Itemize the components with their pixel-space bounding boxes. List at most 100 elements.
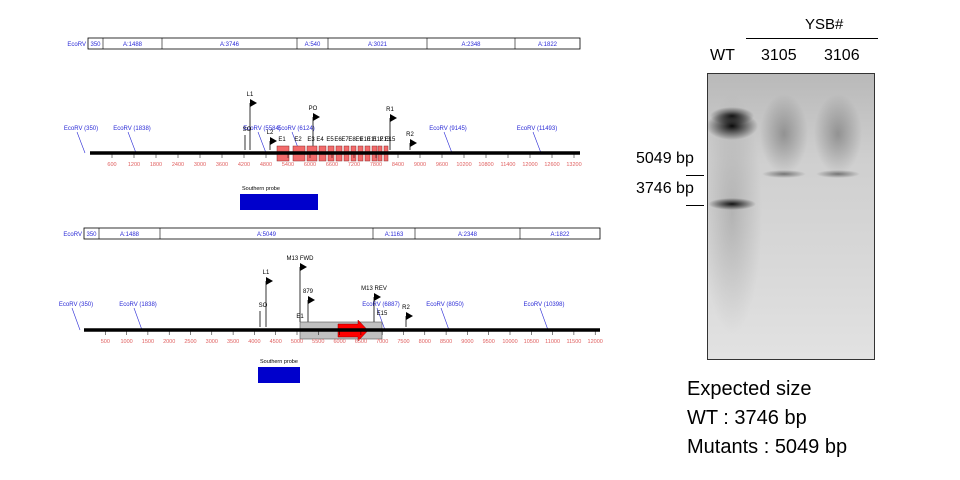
mut-tick-label: 3000 (206, 339, 218, 345)
wt-tick-label: 7200 (348, 162, 360, 168)
wt-tick-label: 600 (107, 162, 116, 168)
wt-primer-r1-arrow (390, 114, 397, 122)
mut-primer-m13fwd-label: M13 FWD (287, 256, 315, 262)
mut-restriction-cell: A:5049 (257, 232, 277, 238)
mut-tick-label: 11000 (545, 339, 560, 345)
mut-primer-879-label: 879 (303, 289, 314, 295)
mut-site-leader (133, 307, 143, 331)
mut-tick-label: 10500 (524, 339, 539, 345)
mut-tick-label: 10000 (502, 339, 517, 345)
wt-primer-r2-arrow (410, 139, 417, 147)
mut-site-label: EcoRV (350) (59, 302, 93, 308)
wt-probe-label: Southern probe (242, 186, 280, 192)
wt-site-leader (76, 131, 86, 154)
wt-restriction-cell: A:2348 (461, 42, 481, 48)
marker-label-3746: 3746 bp (636, 180, 694, 197)
mut-restriction-cell: 350 (86, 232, 97, 238)
mut-southern-probe (258, 367, 300, 383)
lane-label-wt: WT (710, 47, 735, 64)
wt-tick-label: 3000 (194, 162, 206, 168)
mut-tick-label: 500 (101, 339, 110, 345)
wt-primer-r1-label: R1 (386, 107, 394, 113)
marker-label-5049: 5049 bp (636, 150, 694, 167)
wt-exon-label: E4 (316, 137, 324, 143)
wt-exon-label: E2 (294, 137, 302, 143)
wt-site-leader (127, 131, 137, 154)
lane-label-3105: 3105 (761, 47, 797, 64)
mut-primer-m13fwd-arrow (300, 263, 307, 271)
wt-tick-label: 7800 (370, 162, 382, 168)
mut-tick-label: 6500 (355, 339, 367, 345)
wt-tick-label: 9600 (436, 162, 448, 168)
wt-tick-label: 10200 (456, 162, 471, 168)
wt-site-label: EcoRV (11493) (517, 126, 557, 132)
mut-primer-r2-label: R2 (402, 305, 410, 311)
mut-restriction-first: EcoRV (63, 232, 82, 238)
wt-tick-label: 3600 (216, 162, 228, 168)
wt-tick-label: 6600 (326, 162, 338, 168)
mut-tick-label: 9500 (483, 339, 495, 345)
mut-tick-label: 7500 (397, 339, 409, 345)
wt-restriction-cell: A:1488 (123, 42, 143, 48)
mut-site-label: EcoRV (10398) (524, 302, 565, 308)
wt-restriction-cell: 350 (90, 42, 101, 48)
wt-tick-label: 9000 (414, 162, 426, 168)
wt-primer-l2-arrow (270, 137, 277, 145)
wt-site-label: EcoRV (5584) (243, 126, 281, 132)
mut-exon-label: E1 (296, 314, 304, 320)
wt-site-label: EcoRV (9145) (429, 126, 467, 132)
mut-restriction-cell: A:1163 (385, 232, 404, 238)
wt-exon-label: E7 (341, 137, 349, 143)
wt-exon-label: E13 (380, 137, 391, 143)
wt-exon-label: E6 (334, 137, 342, 143)
wt-restriction-bar (87, 37, 581, 50)
wt-primer-l2-label: L2 (267, 130, 274, 136)
mut-primer-879-arrow (308, 296, 315, 304)
wt-tick-label: 8400 (392, 162, 404, 168)
mut-exon-label: E15 (377, 311, 388, 317)
wt-tick-label: 12600 (544, 162, 559, 168)
mut-site-leader (71, 307, 81, 331)
wt-restriction-cell: A:3746 (220, 42, 240, 48)
mut-tick-label: 12000 (588, 339, 603, 345)
wt-tick-label: 4800 (260, 162, 272, 168)
wt-site-label: EcoRV (6124) (277, 126, 315, 132)
wt-tick-label: 4200 (238, 162, 250, 168)
mut-tick-label: 8000 (419, 339, 431, 345)
mut-tick-label: 4500 (270, 339, 282, 345)
wt-tick-label: 5400 (282, 162, 294, 168)
mut-site-label: EcoRV (8050) (426, 302, 464, 308)
mut-restriction-cell: A:1488 (120, 232, 140, 238)
mut-primer-r2-arrow (406, 312, 413, 320)
mut-site-leader (440, 307, 450, 331)
mut-restriction-cell: A:2348 (458, 232, 478, 238)
wt-primer-l1-arrow (250, 99, 257, 107)
wt-tick-label: 10800 (478, 162, 493, 168)
expected-wt: WT : 3746 bp (687, 407, 807, 429)
wt-primer-po-arrow (313, 113, 320, 121)
wt-primer-r2-label: R2 (406, 132, 414, 138)
mut-site-label: EcoRV (6887) (362, 302, 400, 308)
southern-blot-image (707, 73, 875, 360)
mut-primer-l1-label: L1 (263, 270, 270, 276)
wt-primer-po-label: PO (309, 106, 318, 112)
wt-exon-label: E9 (355, 137, 363, 143)
wt-site-label: EcoRV (350) (64, 126, 98, 132)
wt-restriction-cell: A:1822 (538, 42, 558, 48)
wt-tick-label: 6000 (304, 162, 316, 168)
mutant-map: EcoRV 350 A:1488 A:5049 A:1163 A:2348 A:1822 Ec… (59, 227, 603, 383)
wt-exon-label: E5 (326, 137, 334, 143)
mut-probe-label: Southern probe (260, 359, 298, 365)
mut-primer-m13rev-arrow (374, 293, 381, 301)
wt-restriction-cell: A:540 (305, 42, 321, 48)
mut-tick-label: 5500 (312, 339, 324, 345)
wt-restriction-cell: A:3021 (368, 42, 388, 48)
ysb-group-line (746, 38, 878, 39)
mut-primer-l1-arrow (266, 277, 273, 285)
wt-primer-l1-label: L1 (247, 92, 254, 98)
mut-site-leader (376, 307, 386, 331)
expected-mutants: Mutants : 5049 bp (687, 436, 848, 458)
marker-line-5049 (686, 175, 704, 176)
wt-site-leader (443, 131, 453, 154)
